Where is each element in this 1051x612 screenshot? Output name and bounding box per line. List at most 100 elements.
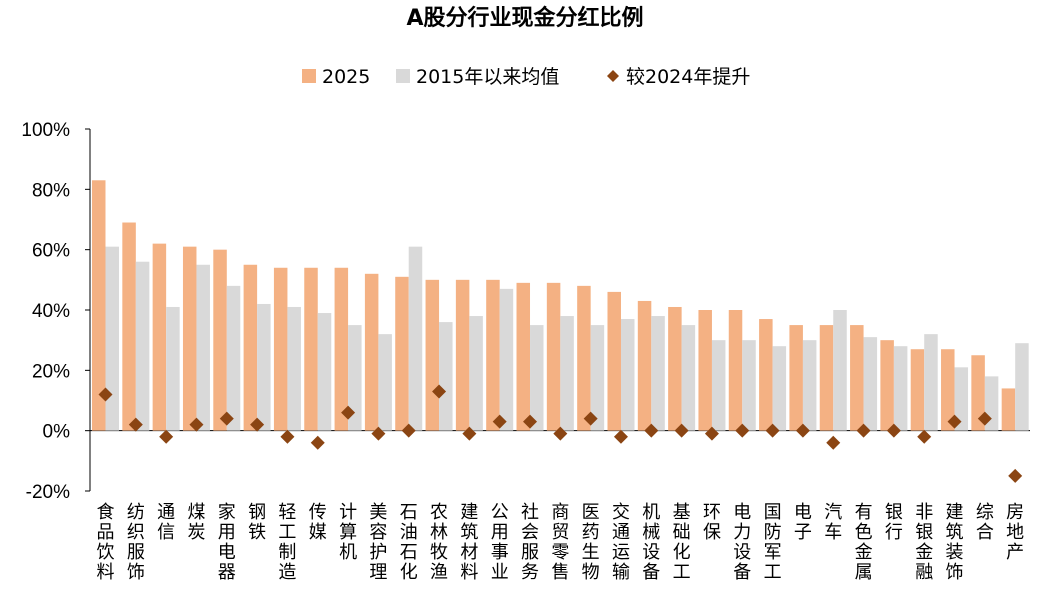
marker-change [886,423,901,438]
category-label: 银行 [885,502,903,543]
bar-avg [196,264,210,431]
bar-2025 [789,325,803,431]
bar-avg [135,261,150,431]
bar-2025 [455,279,470,431]
bar-2025 [728,310,743,431]
category-label: 计算机 [339,502,357,563]
bar-avg [226,285,241,431]
category-label: 美容护理 [369,502,387,583]
category-label: 汽车 [824,502,842,543]
y-tick-label: 40% [32,301,70,322]
bar-avg [439,322,453,431]
bar-avg [924,334,938,431]
marker-change [341,405,356,420]
bar-avg [166,306,180,431]
category-label: 电力设备 [733,502,751,583]
marker-change [280,429,295,444]
bar-2025 [880,340,894,431]
marker-change [977,411,992,426]
marker-change [371,426,386,441]
category-label: 纺织服饰 [127,502,145,583]
bar-2025 [243,264,258,431]
category-label: 传媒 [309,502,327,543]
bar-2025 [668,306,682,431]
marker-change [492,414,507,429]
bar-avg [257,303,271,431]
bar-avg [408,246,423,431]
bar-avg [681,325,696,431]
bar-avg [742,340,756,431]
category-label: 农林牧渔 [430,502,448,583]
category-label: 家用电器 [218,502,236,583]
marker-change [765,423,780,438]
bar-2025 [425,279,440,431]
category-label: 交通运输 [612,502,630,583]
marker-change [310,435,325,450]
bar-avg [954,367,969,431]
bar-avg [560,316,574,431]
x-axis-labels: 食品饮料纺织服饰通信煤炭家用电器钢铁轻工制造传媒计算机美容护理石油石化农林牧渔建… [97,502,1025,583]
marker-change [250,417,265,432]
marker-change [735,423,750,438]
marker-change [462,426,477,441]
category-label: 轻工制造 [278,502,296,583]
bar-2025 [334,267,349,431]
marker-change [159,429,174,444]
marker-change [917,429,932,444]
bar-avg [499,288,514,431]
marker-change [219,411,234,426]
bar-2025 [364,273,379,431]
marker-change [795,423,810,438]
category-label: 石油石化 [400,502,418,583]
bar-2025 [698,310,712,431]
bar-avg [469,316,483,431]
category-label: 食品饮料 [97,502,115,583]
legend-swatch-2 [607,70,619,82]
legend-swatch-0 [302,69,316,83]
marker-change [98,387,113,402]
category-label: 社会服务 [521,502,539,583]
y-tick-label: 100% [21,120,70,141]
y-tick-label: 80% [32,180,70,201]
bar-avg [802,340,817,431]
category-label: 公用事业 [491,502,509,583]
bar-2025 [637,300,652,431]
bar-2025 [152,243,167,431]
category-label: 非银金融 [915,502,933,583]
bar-2025 [759,319,773,431]
bar-2025 [92,180,106,431]
bar-2025 [1001,388,1016,431]
legend-label-0: 2025 [322,66,370,88]
y-tick-label: 20% [32,361,70,382]
bar-avg [105,246,119,431]
bar-2025 [395,276,409,431]
bar-avg [317,313,332,431]
marker-change [613,429,628,444]
bar-2025 [971,355,985,431]
bar-2025 [819,325,834,431]
bar-avg [348,325,362,431]
marker-change [432,384,447,399]
marker-change [583,411,598,426]
marker-change [704,426,719,441]
bar-avg [833,310,847,431]
marker-change [401,423,416,438]
bar-2025 [941,349,955,431]
category-label: 基础化工 [673,502,691,583]
bar-avg [772,346,787,431]
bar-2025 [213,249,227,431]
bar-2025 [607,291,621,431]
bar-avg [863,337,878,431]
bar-avg [530,325,544,431]
bar-avg [378,334,392,431]
bar-2025 [304,267,318,431]
bar-2025 [546,282,561,431]
marker-change [644,423,659,438]
bar-2025 [577,285,591,431]
marker-change [826,435,841,450]
category-label: 医药生物 [582,502,600,583]
bar-2025 [850,325,864,431]
category-label: 电子 [794,502,812,543]
category-label: 综合 [976,502,994,543]
